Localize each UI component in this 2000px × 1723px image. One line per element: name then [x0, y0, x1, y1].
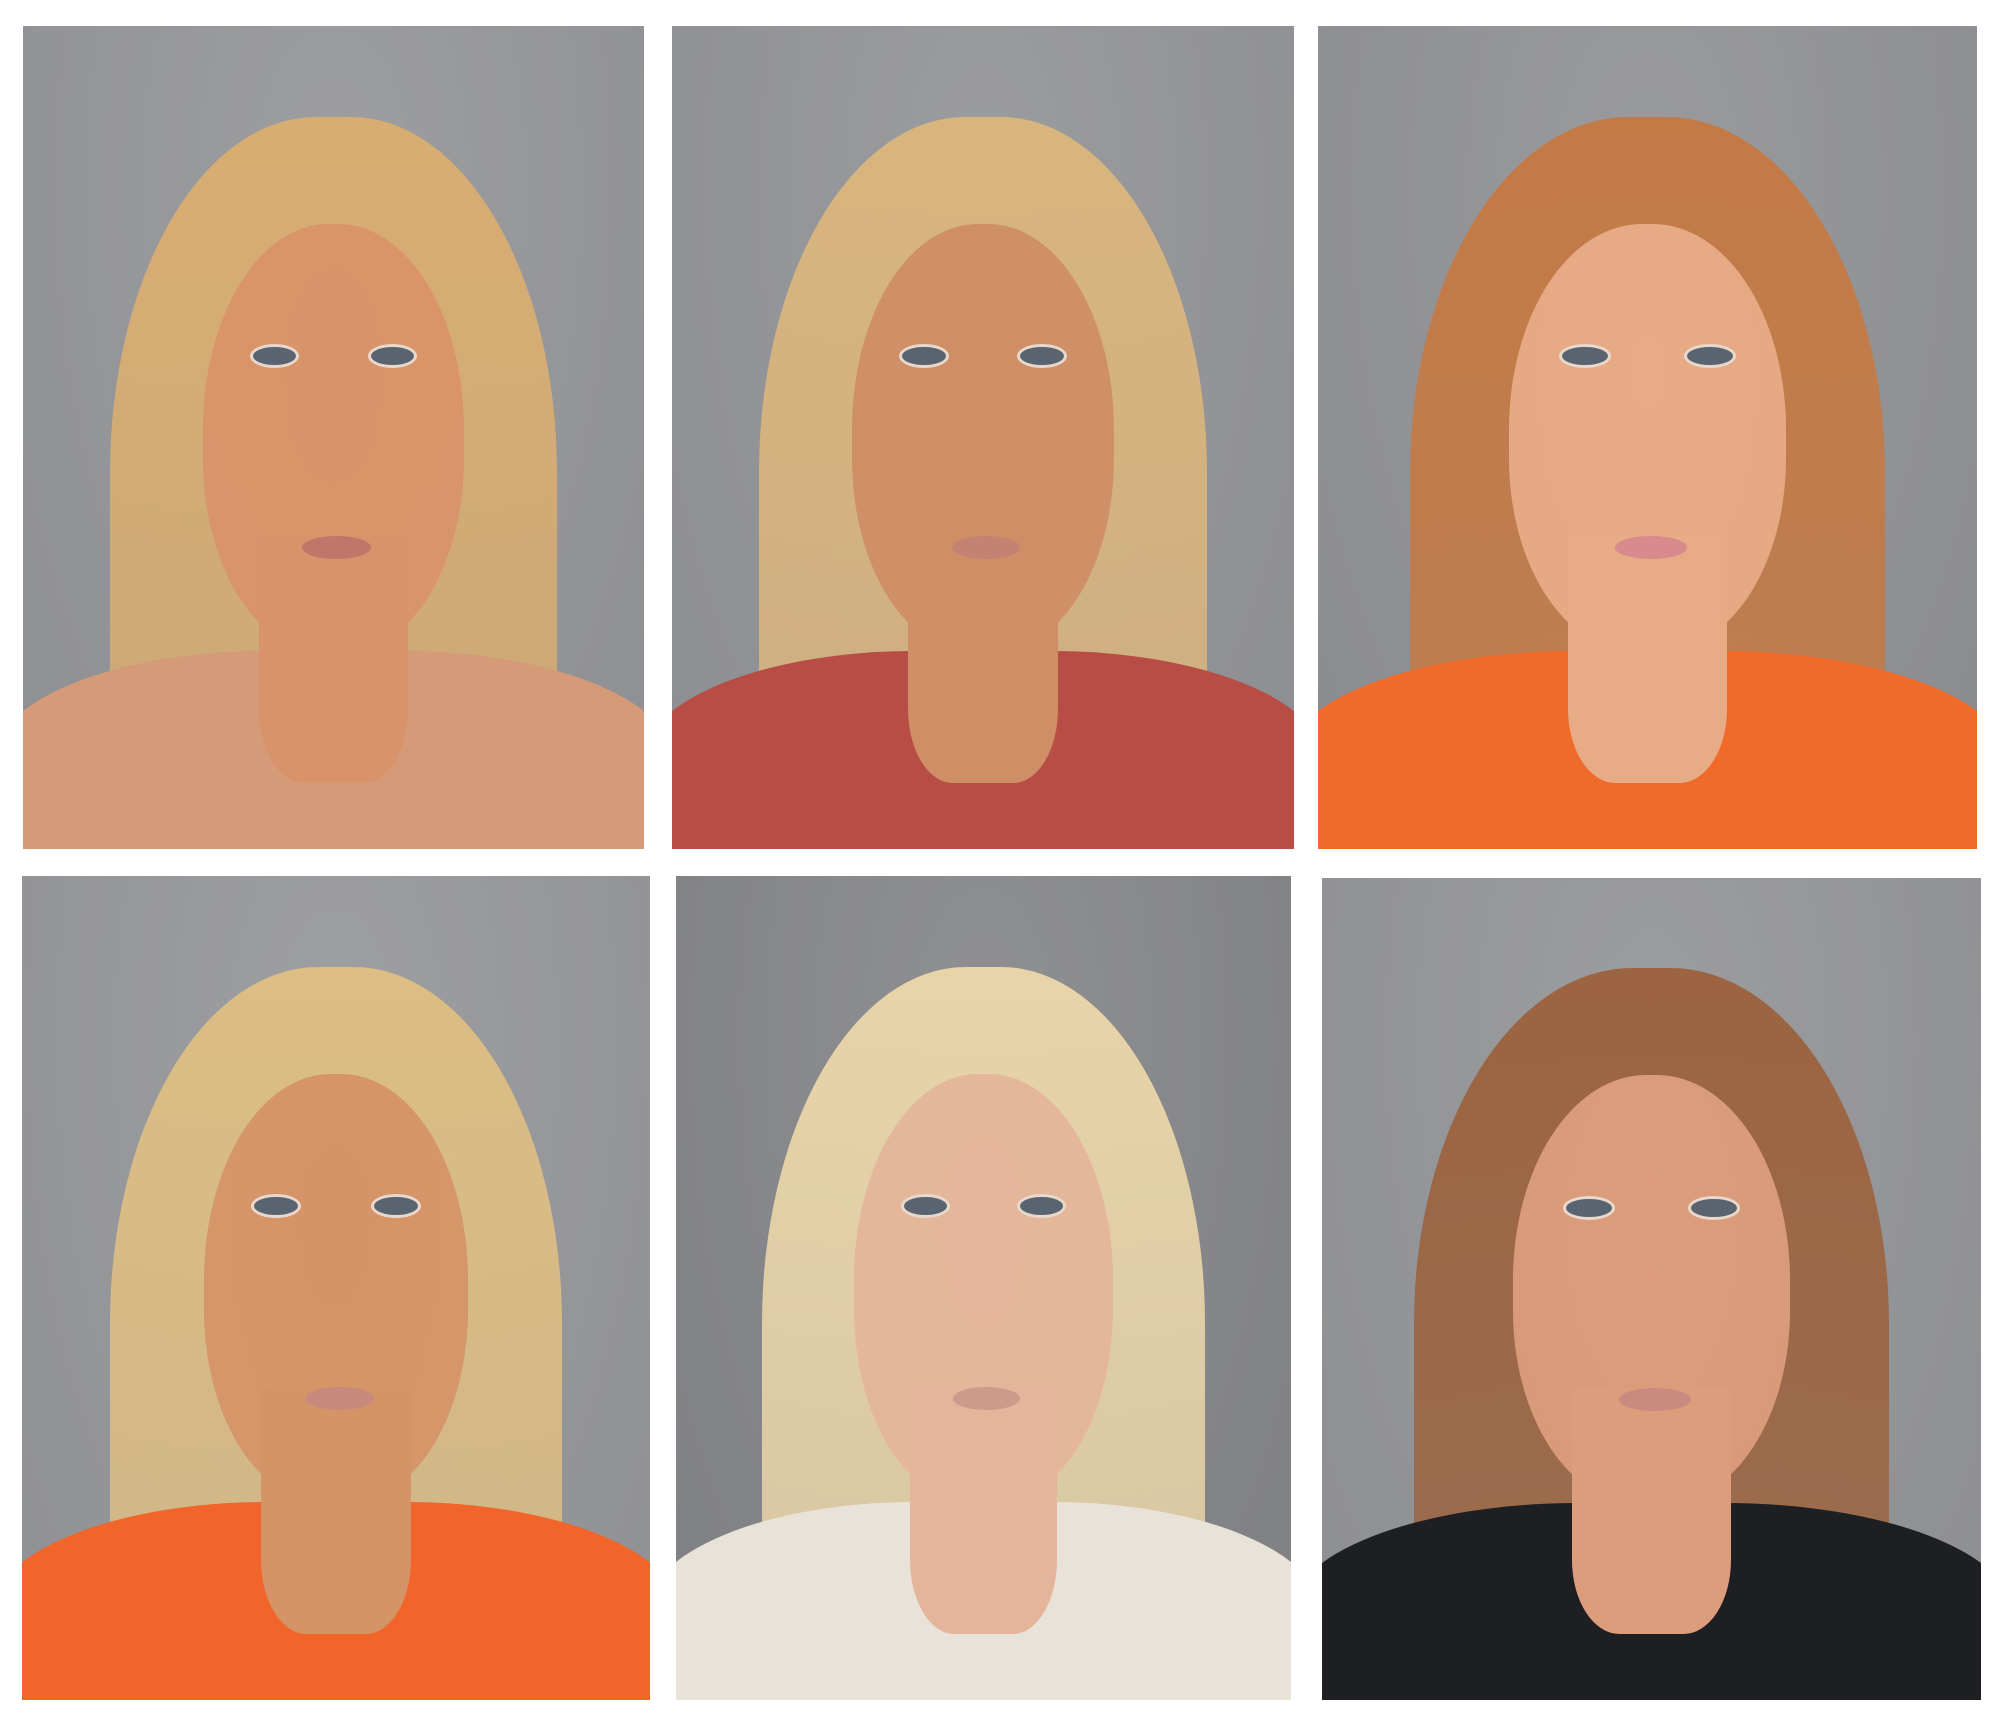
mouth — [952, 1386, 1021, 1410]
mouth — [304, 1386, 374, 1410]
left-eye — [903, 1197, 947, 1216]
right-eye — [370, 346, 415, 366]
portrait-photo-6 — [1322, 878, 1981, 1700]
portrait-photo-3 — [1318, 26, 1977, 849]
left-eye — [1561, 346, 1608, 366]
portrait-photo-1 — [23, 26, 644, 849]
right-eye — [1687, 346, 1734, 366]
right-eye — [1020, 1197, 1064, 1216]
portrait-photo-4 — [22, 876, 650, 1700]
mouth — [1614, 536, 1688, 560]
mouth — [951, 536, 1021, 560]
right-eye — [1691, 1198, 1738, 1217]
face — [203, 223, 464, 652]
mouth — [302, 536, 371, 560]
face — [1513, 1075, 1790, 1503]
left-eye — [252, 346, 297, 366]
face — [852, 223, 1114, 652]
face — [1509, 223, 1786, 652]
portrait-photo-2 — [672, 26, 1294, 849]
left-eye — [902, 346, 946, 366]
left-eye — [1565, 1198, 1612, 1217]
right-eye — [373, 1197, 418, 1216]
face — [854, 1073, 1113, 1503]
mouth — [1618, 1387, 1692, 1411]
portrait-photo-5 — [676, 876, 1291, 1700]
left-eye — [254, 1197, 299, 1216]
face — [204, 1073, 468, 1503]
right-eye — [1020, 346, 1064, 366]
